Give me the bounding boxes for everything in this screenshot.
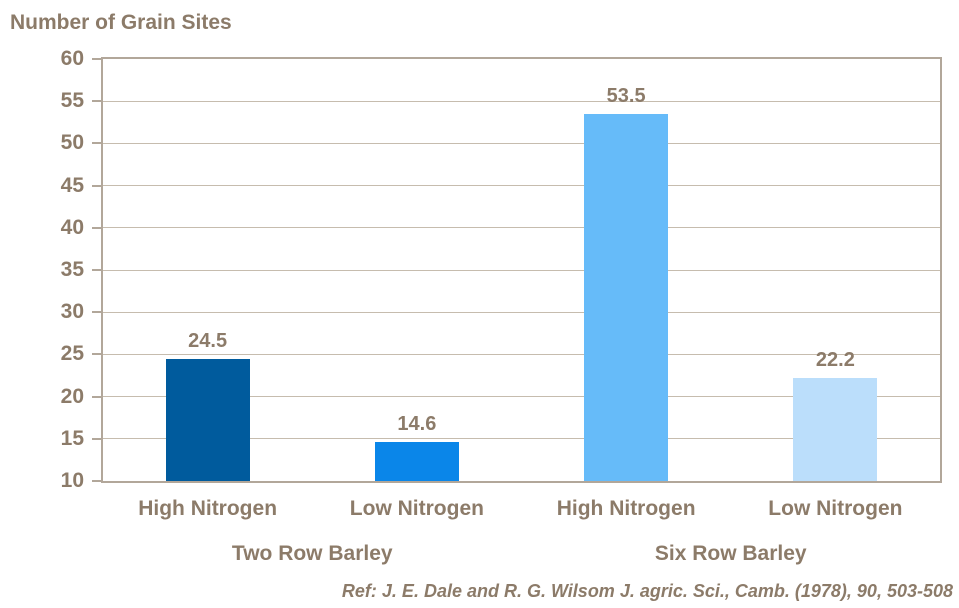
gridline: [103, 311, 940, 313]
category-label: High Nitrogen: [556, 497, 696, 520]
y-tick-label: 20: [60, 384, 84, 408]
bar-value-label: 22.2: [815, 349, 855, 372]
y-tick-label: 25: [60, 342, 84, 366]
y-tick-mark: [92, 226, 101, 229]
y-tick-mark: [92, 184, 101, 187]
group-label: Six Row Barley: [654, 542, 807, 565]
y-tick-mark: [92, 142, 101, 145]
y-tick-label: 40: [60, 215, 84, 239]
y-tick-mark: [92, 395, 101, 398]
y-tick-label: 55: [60, 89, 84, 113]
gridline: [103, 185, 940, 187]
gridline: [103, 353, 940, 355]
bar-value-label: 14.6: [397, 413, 437, 436]
y-tick-label: 30: [60, 300, 84, 324]
plot-area: 24.5 14.6 53.5 22.2: [101, 57, 942, 483]
category-label: High Nitrogen: [138, 497, 278, 520]
reference-note: Ref: J. E. Dale and R. G. Wilsom J. agri…: [341, 581, 953, 601]
bar-value-label: 53.5: [606, 84, 646, 107]
y-tick-mark: [92, 58, 101, 60]
gridline: [103, 142, 940, 144]
y-tick-mark: [92, 437, 101, 440]
gridline: [103, 396, 940, 398]
y-tick-mark: [92, 480, 101, 482]
category-label: Low Nitrogen: [349, 497, 484, 520]
category-label: Low Nitrogen: [768, 497, 903, 520]
bar: [165, 358, 250, 481]
chart-title: Number of Grain Sites: [10, 11, 232, 34]
y-tick-label: 50: [60, 131, 84, 155]
bar: [793, 378, 878, 481]
y-tick-mark: [92, 100, 101, 103]
y-tick-label: 45: [60, 173, 84, 197]
y-tick-label: 35: [60, 258, 84, 281]
group-label: Two Row Barley: [231, 542, 393, 565]
gridline: [103, 269, 940, 271]
y-tick-label: 15: [60, 426, 84, 450]
y-tick-label: 60: [60, 47, 84, 70]
gridline: [103, 227, 940, 229]
y-tick-mark: [92, 269, 101, 271]
gridline: [103, 438, 940, 440]
gridline: [103, 100, 940, 102]
y-tick-label: 10: [60, 469, 84, 492]
bar: [584, 113, 669, 481]
bar: [374, 442, 459, 481]
y-tick-mark: [92, 311, 101, 314]
y-tick-mark: [92, 353, 101, 356]
bar-value-label: 24.5: [188, 329, 228, 352]
